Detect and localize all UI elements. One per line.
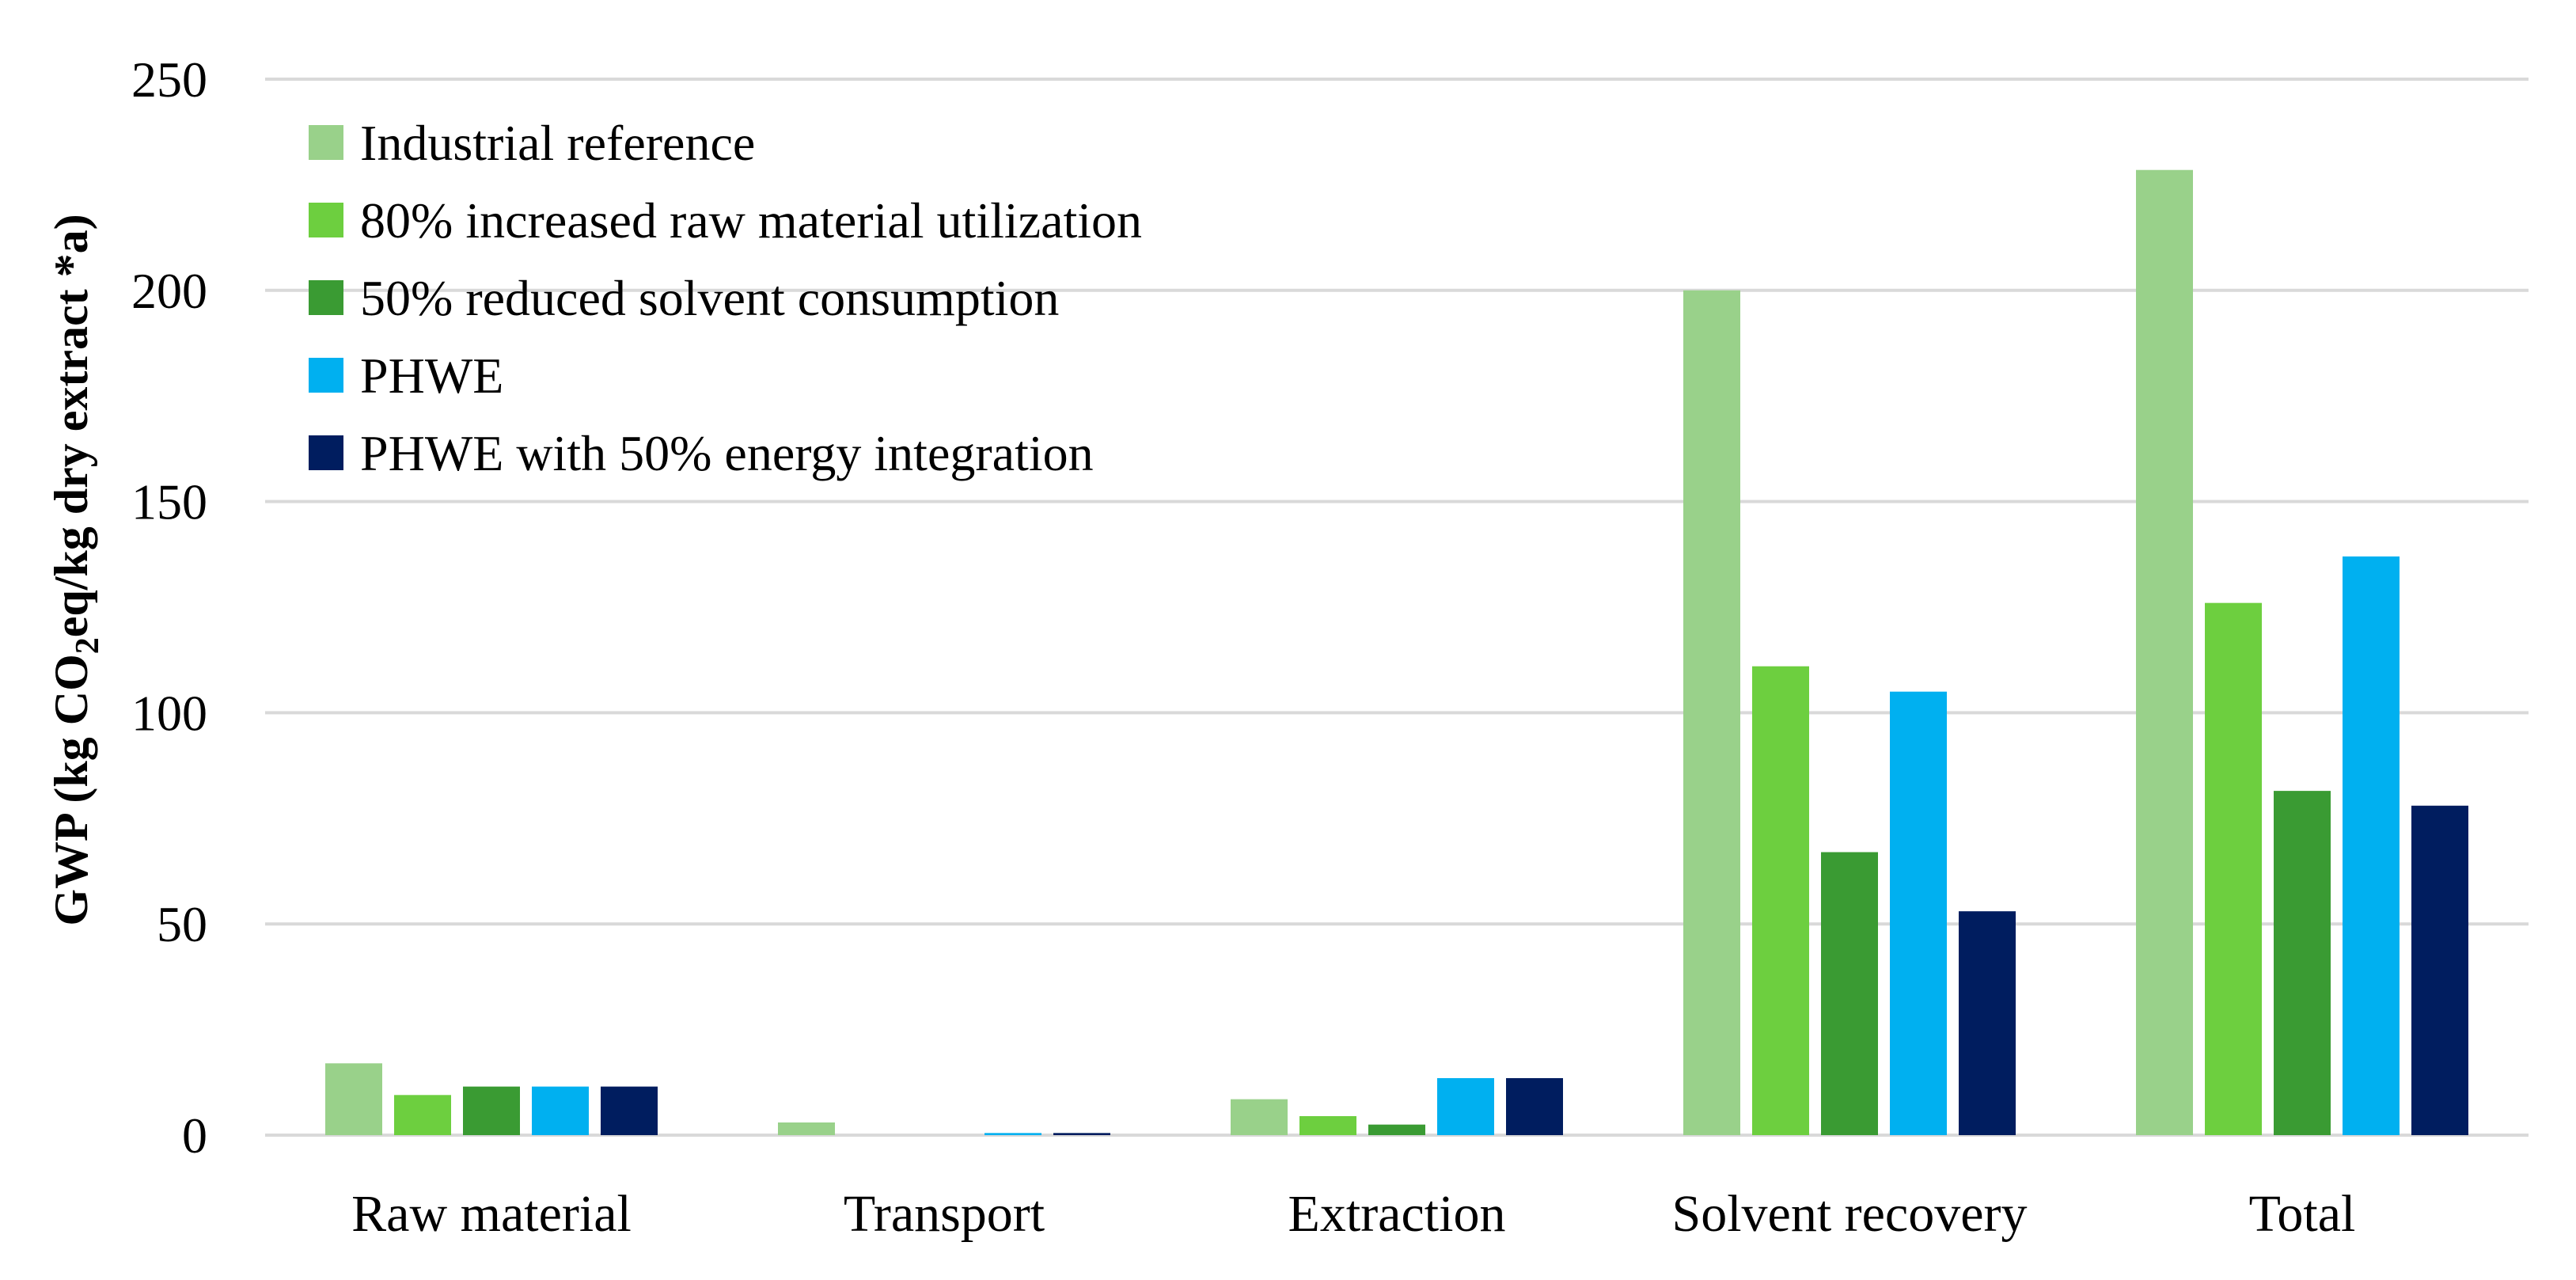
bar [325,1063,382,1135]
y-tick-label: 0 [182,1107,207,1164]
bar [1437,1077,1494,1135]
bar [394,1095,451,1135]
legend: Industrial reference 80% increased raw ma… [309,115,1142,481]
category-labels: Raw material Transport Extraction Solvent r… [351,1185,2355,1243]
category-label: Total [2249,1185,2356,1243]
legend-label: PHWE [360,348,503,404]
bar [2136,169,2193,1135]
bar [1053,1133,1110,1135]
y-tick-label: 100 [131,685,207,741]
y-tick-label: 150 [131,474,207,530]
y-tick-label: 200 [131,263,207,319]
legend-swatch [309,125,343,160]
bar [2205,602,2262,1135]
bar [778,1122,835,1135]
y-axis-title: GWP (kg CO2eq/kg dry extract *a) [45,214,106,925]
bar [1683,290,1740,1135]
legend-swatch [309,435,343,470]
legend-swatch [309,203,343,237]
category-label: Raw material [351,1185,632,1243]
bar [2274,791,2331,1135]
y-axis-title-subscript: 2 [70,637,106,654]
legend-swatch [309,358,343,393]
category-label: Solvent recovery [1671,1185,2027,1243]
bar [1506,1077,1563,1135]
y-tick-label: 250 [131,51,207,108]
bar [463,1086,520,1135]
bar [984,1133,1041,1135]
y-axis-title-main: GWP (kg CO [45,654,97,925]
legend-label: Industrial reference [360,115,755,171]
bar [1231,1099,1288,1135]
category-label: Extraction [1288,1185,1506,1243]
bar [1368,1124,1425,1135]
bar [1752,666,1809,1135]
legend-label: 80% increased raw material utilization [360,192,1142,249]
bars [325,169,2468,1135]
y-tick-labels: 0 50 100 150 200 250 [131,51,207,1164]
y-axis-title-rest: eq/kg dry extract *a) [45,214,97,637]
bar [2411,805,2468,1135]
legend-label: 50% reduced solvent consumption [360,270,1059,326]
bar [2343,556,2400,1135]
legend-label: PHWE with 50% energy integration [360,425,1094,481]
legend-swatch [309,280,343,315]
bar [532,1086,589,1135]
y-tick-label: 50 [157,896,207,952]
category-label: Transport [844,1185,1045,1243]
bar [1299,1115,1356,1135]
bar [1821,852,1878,1135]
bar [1959,911,2016,1135]
bar [601,1086,658,1135]
bar [1890,691,1947,1135]
